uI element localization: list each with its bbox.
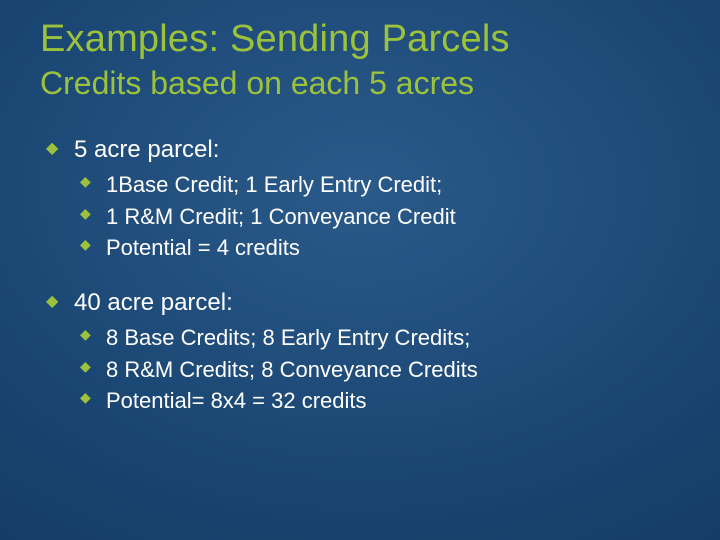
slide-title: Examples: Sending Parcels xyxy=(40,18,680,61)
group-heading: 5 acre parcel: xyxy=(74,136,219,163)
slide-subtitle: Credits based on each 5 acres xyxy=(40,65,680,102)
list-item: 40 acre parcel: 8 Base Credits; 8 Early … xyxy=(74,289,680,416)
list-item: 1Base Credit; 1 Early Entry Credit; xyxy=(106,170,680,200)
list-item: Potential= 8x4 = 32 credits xyxy=(106,386,680,416)
slide: Examples: Sending Parcels Credits based … xyxy=(0,0,720,540)
list-item: 8 Base Credits; 8 Early Entry Credits; xyxy=(106,323,680,353)
list-item: Potential = 4 credits xyxy=(106,233,680,263)
list-item: 8 R&M Credits; 8 Conveyance Credits xyxy=(106,355,680,385)
list-item: 1 R&M Credit; 1 Conveyance Credit xyxy=(106,202,680,232)
list-item: 5 acre parcel: 1Base Credit; 1 Early Ent… xyxy=(74,136,680,263)
group-heading: 40 acre parcel: xyxy=(74,289,233,316)
outer-list: 5 acre parcel: 1Base Credit; 1 Early Ent… xyxy=(40,136,680,416)
inner-list: 1Base Credit; 1 Early Entry Credit; 1 R&… xyxy=(74,170,680,263)
inner-list: 8 Base Credits; 8 Early Entry Credits; 8… xyxy=(74,323,680,416)
